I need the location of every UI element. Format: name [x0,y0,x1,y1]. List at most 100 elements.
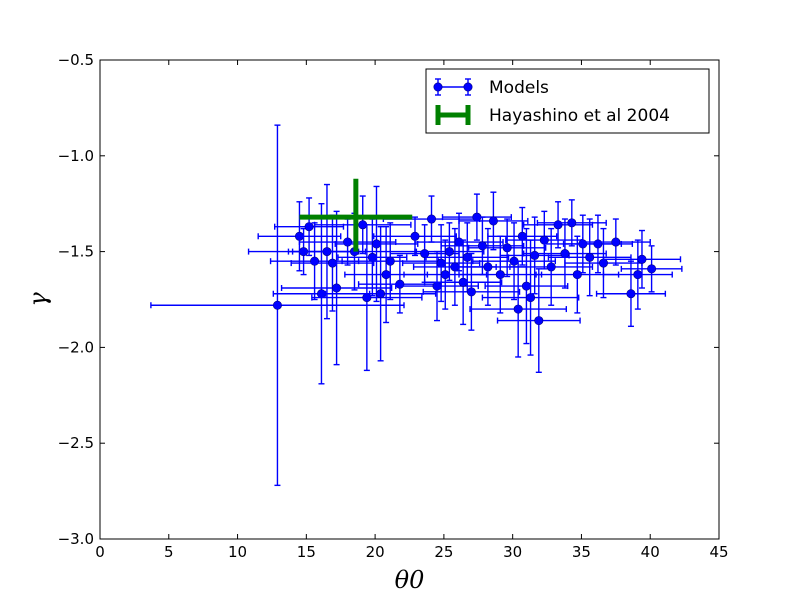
data-point [595,260,667,328]
point-marker [420,249,430,259]
point-marker [466,287,476,297]
point-marker [502,243,512,253]
point-marker [376,289,386,299]
point-marker [517,231,527,241]
data-point [423,239,503,326]
y-tick-label: −3.0 [58,530,94,548]
reference-point [299,178,413,252]
plot-area [100,60,719,539]
x-tick-label: 10 [228,543,247,561]
series-layer [150,124,683,487]
data-point [547,218,632,297]
data-point [602,239,673,310]
point-marker [611,237,621,247]
point-marker [371,239,381,249]
data-point [496,268,581,374]
data-point [536,199,607,247]
point-marker [521,281,531,291]
x-tick-label: 20 [366,543,385,561]
x-axis-label: θ0 [395,566,425,594]
point-marker [488,216,498,226]
point-marker [572,270,582,280]
data-point [458,235,543,314]
point-marker [647,264,657,274]
y-tick-label: −1.5 [58,243,94,261]
point-marker [483,262,493,272]
point-marker [385,256,395,266]
x-tick-label: 30 [503,543,522,561]
data-point [467,218,547,278]
point-marker [626,289,636,299]
point-marker [327,258,337,268]
point-marker [367,252,377,262]
data-point [334,185,419,303]
y-tick-label: −2.5 [58,434,94,452]
point-marker [310,256,320,266]
point-marker [633,270,643,280]
point-marker [530,250,540,260]
point-marker [526,293,536,303]
point-marker [381,270,391,280]
data-point [290,214,375,312]
data-point [602,229,682,289]
point-marker [585,252,595,262]
data-point [280,210,393,366]
point-marker [343,237,353,247]
data-point [313,195,412,255]
x-tick-label: 0 [95,543,105,561]
legend-entry-models: Models [433,78,549,98]
point-marker [513,304,523,314]
legend-marker [463,82,473,92]
legend-marker [433,82,443,92]
data-point [509,227,594,306]
data-point [522,218,607,289]
point-marker [395,279,405,289]
data-point [324,225,437,362]
point-marker [534,316,544,326]
data-point [481,239,580,356]
data-point [414,222,485,282]
data-point [337,218,408,297]
legend-entry-hayashino: Hayashino et al 2004 [435,105,670,126]
point-marker [462,252,472,262]
y-tick-label: −1.0 [58,147,94,165]
x-tick-label: 15 [297,543,316,561]
data-point [441,193,512,241]
data-point [448,227,528,306]
point-marker [567,218,577,228]
plot-frame [99,59,720,540]
data-point [620,245,683,293]
data-point [505,210,584,270]
point-marker [432,281,442,291]
point-marker [304,222,314,232]
point-marker [593,239,603,249]
y-axis-label: γ [24,292,52,307]
point-marker [454,237,464,247]
point-marker [440,270,450,280]
x-tick-label: 5 [164,543,174,561]
legend: Models Hayashino et al 2004 [425,68,710,134]
legend-label-models: Models [489,78,549,98]
data-point [150,124,405,487]
data-point [458,191,529,251]
axes-layer: 0 5 10 15 20 25 30 35 40 45 −0.5 −1.0 −1.5 −2.0 −2.5 −3… [58,51,729,561]
point-marker [560,249,570,259]
data-point [580,218,651,266]
point-marker [436,258,446,268]
x-tick-label: 25 [434,543,453,561]
point-marker [637,254,647,264]
legend-label-hayashino: Hayashino et al 2004 [489,106,670,126]
point-marker [495,270,505,280]
point-marker [332,283,342,293]
x-tick-label: 35 [572,543,591,561]
y-tick-label: −0.5 [58,51,94,69]
x-tick-label: 40 [641,543,660,561]
point-marker [272,300,282,310]
point-marker [458,277,468,287]
point-marker [316,289,326,299]
point-marker [427,214,437,224]
point-marker [362,293,372,303]
point-marker [546,262,556,272]
point-marker [444,247,454,257]
